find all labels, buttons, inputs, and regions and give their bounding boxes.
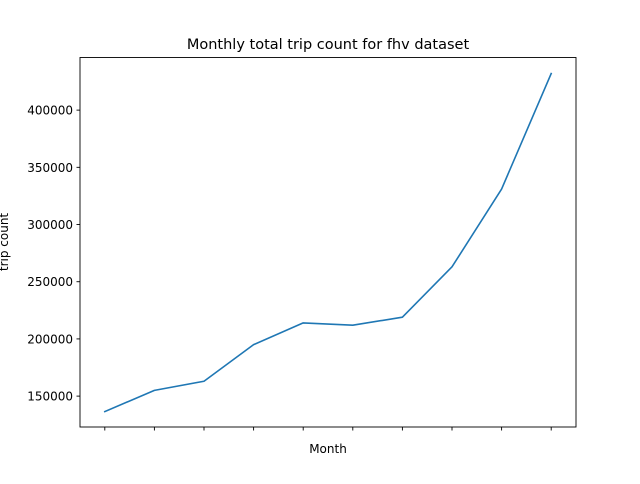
- plot-frame: [79, 57, 577, 428]
- y-tick-label: 250000: [27, 275, 73, 289]
- y-axis-ticks: 150000 200000 250000 300000 350000 400000: [27, 104, 80, 404]
- y-tick-label: 200000: [27, 332, 73, 346]
- x-axis-ticks: [104, 427, 552, 431]
- y-tick-label: 400000: [27, 104, 73, 118]
- x-axis-label: Month: [309, 442, 347, 456]
- y-tick-label: 300000: [27, 218, 73, 232]
- chart-title: Monthly total trip count for fhv dataset: [187, 37, 470, 53]
- y-tick-label: 150000: [27, 390, 73, 404]
- series-line: [103, 72, 553, 413]
- y-tick-label: 350000: [27, 161, 73, 175]
- y-axis-label: trip count: [0, 213, 11, 272]
